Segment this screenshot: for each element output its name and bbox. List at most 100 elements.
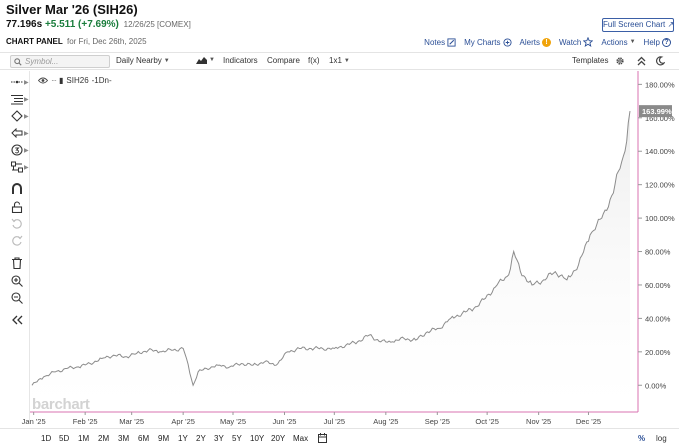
chevron-right-icon[interactable]: ▶ bbox=[24, 148, 29, 154]
moon-icon bbox=[656, 56, 666, 66]
range-button[interactable]: 20Y bbox=[271, 434, 286, 443]
zoom-in-icon bbox=[11, 275, 23, 287]
alerts-label: Alerts bbox=[519, 37, 540, 47]
x-tick-label: Sep '25 bbox=[425, 417, 450, 426]
calendar-icon bbox=[318, 433, 327, 443]
function-button[interactable]: f(x) bbox=[308, 56, 320, 65]
redo-icon bbox=[12, 235, 23, 246]
watch-label: Watch bbox=[558, 37, 582, 47]
price-area-fill bbox=[32, 111, 630, 412]
range-button[interactable]: 2M bbox=[98, 434, 110, 443]
search-icon bbox=[14, 57, 22, 66]
theme-toggle[interactable] bbox=[655, 56, 666, 68]
chevron-right-icon[interactable]: ▶ bbox=[24, 165, 29, 171]
series-settings-icon[interactable]: ▮ bbox=[59, 76, 64, 85]
collapse-button[interactable] bbox=[637, 56, 646, 68]
range-button[interactable]: 5D bbox=[59, 434, 70, 443]
page-title: Silver Mar '26 (SIH26) bbox=[6, 2, 138, 17]
x-tick-label: Mar '25 bbox=[119, 417, 144, 426]
my-charts-button[interactable]: My Charts bbox=[464, 38, 512, 47]
pattern-tools[interactable] bbox=[11, 161, 23, 173]
templates-button[interactable]: Templates bbox=[572, 56, 609, 65]
crosshair-icon bbox=[11, 80, 23, 84]
panel-actions: Notes My Charts Alerts ! Watch Actions ▼… bbox=[424, 35, 671, 49]
area-chart-icon bbox=[196, 57, 207, 64]
compare-button[interactable]: Compare bbox=[267, 56, 300, 65]
range-button[interactable]: Max bbox=[293, 434, 309, 443]
range-button[interactable]: 1M bbox=[78, 434, 90, 443]
chevron-right-icon[interactable]: ▶ bbox=[24, 80, 29, 86]
chart-panel-heading: CHART PANEL for Fri, Dec 26th, 2025 bbox=[6, 37, 147, 46]
edit-icon bbox=[447, 37, 456, 47]
full-screen-chart-button[interactable]: Full Screen Chart ↗ bbox=[602, 18, 674, 32]
time-range-bar: 1D 5D 1M 2M 3M 6M 9M 1Y 2Y 3Y 5Y 10Y 20Y… bbox=[0, 428, 679, 448]
collapse-sidebar-button[interactable] bbox=[11, 314, 23, 326]
range-button[interactable]: 10Y bbox=[250, 434, 265, 443]
chevron-right-icon[interactable]: ▶ bbox=[24, 114, 29, 120]
symbol-placeholder: Symbol... bbox=[25, 57, 59, 66]
range-button[interactable]: 6M bbox=[138, 434, 150, 443]
range-button[interactable]: 1Y bbox=[178, 434, 188, 443]
help-button[interactable]: Help ? bbox=[643, 37, 671, 47]
indicators-button[interactable]: Indicators bbox=[223, 56, 258, 65]
delete-drawings-button[interactable] bbox=[11, 257, 23, 269]
x-tick-label: Nov '25 bbox=[526, 417, 551, 426]
y-tick-label: 20.00% bbox=[645, 348, 671, 357]
chevron-right-icon[interactable]: ▶ bbox=[24, 131, 29, 137]
zoom-out-button[interactable] bbox=[11, 292, 23, 304]
series-symbol: SIH26 bbox=[66, 76, 89, 85]
more-options-icon[interactable]: ··· bbox=[51, 76, 57, 85]
magnet-tool[interactable] bbox=[11, 183, 23, 195]
help-label: Help bbox=[643, 37, 660, 47]
aggregation-dropdown[interactable]: Daily Nearby ▼ bbox=[116, 56, 170, 65]
trash-icon bbox=[12, 257, 22, 269]
eye-icon[interactable] bbox=[38, 77, 48, 84]
lock-tool[interactable] bbox=[11, 201, 23, 213]
notes-button[interactable]: Notes bbox=[424, 38, 456, 47]
alerts-button[interactable]: Alerts ! bbox=[519, 37, 551, 47]
chevron-down-icon: ▼ bbox=[209, 57, 215, 63]
x-tick-label: Dec '25 bbox=[576, 417, 601, 426]
x-tick-label: Oct '25 bbox=[475, 417, 499, 426]
double-chevron-left-icon bbox=[11, 315, 22, 325]
last-value-tag bbox=[639, 105, 672, 118]
arrow-tools[interactable] bbox=[11, 127, 23, 139]
settings-button[interactable] bbox=[615, 56, 625, 68]
date-range-button[interactable] bbox=[318, 433, 327, 445]
percent-scale-toggle[interactable]: % bbox=[638, 434, 646, 443]
lock-icon bbox=[11, 201, 23, 213]
number-tools[interactable] bbox=[11, 144, 23, 156]
line-tools[interactable] bbox=[11, 93, 23, 105]
layout-dropdown[interactable]: 1x1 ▼ bbox=[329, 56, 350, 65]
lines-icon bbox=[11, 94, 23, 104]
arrow-icon bbox=[11, 128, 23, 138]
alert-badge: ! bbox=[541, 37, 551, 47]
range-button[interactable]: 5Y bbox=[232, 434, 242, 443]
range-button[interactable]: 2Y bbox=[196, 434, 206, 443]
log-scale-toggle[interactable]: log bbox=[656, 434, 667, 443]
range-button[interactable]: 9M bbox=[158, 434, 170, 443]
price-change: +5.511 (+7.69%) bbox=[44, 19, 119, 30]
range-button[interactable]: 3M bbox=[118, 434, 130, 443]
range-button[interactable]: 1D bbox=[41, 434, 52, 443]
x-tick-label: May '25 bbox=[220, 417, 246, 426]
pattern-icon bbox=[11, 161, 23, 173]
zoom-in-button[interactable] bbox=[11, 275, 23, 287]
range-button[interactable]: 3Y bbox=[214, 434, 224, 443]
actions-menu[interactable]: Actions ▼ bbox=[601, 38, 635, 47]
zoom-out-icon bbox=[11, 292, 23, 304]
redo-button[interactable] bbox=[11, 235, 23, 247]
x-tick-label: Jan '25 bbox=[22, 417, 46, 426]
watch-button[interactable]: Watch bbox=[558, 37, 594, 47]
symbol-search-input[interactable]: Symbol... bbox=[10, 55, 110, 68]
undo-button[interactable] bbox=[11, 218, 23, 230]
chevron-right-icon[interactable]: ▶ bbox=[24, 97, 29, 103]
price-line bbox=[31, 111, 631, 387]
chart-type-dropdown[interactable]: ▼ bbox=[196, 56, 215, 64]
shape-tools[interactable] bbox=[11, 110, 23, 122]
price-summary: 77.196s +5.511 (+7.69%) 12/26/25 [COMEX] bbox=[6, 19, 191, 30]
y-tick-label: 40.00% bbox=[645, 314, 671, 323]
chevron-down-icon: ▼ bbox=[343, 57, 350, 64]
crosshair-tool[interactable] bbox=[11, 76, 23, 88]
